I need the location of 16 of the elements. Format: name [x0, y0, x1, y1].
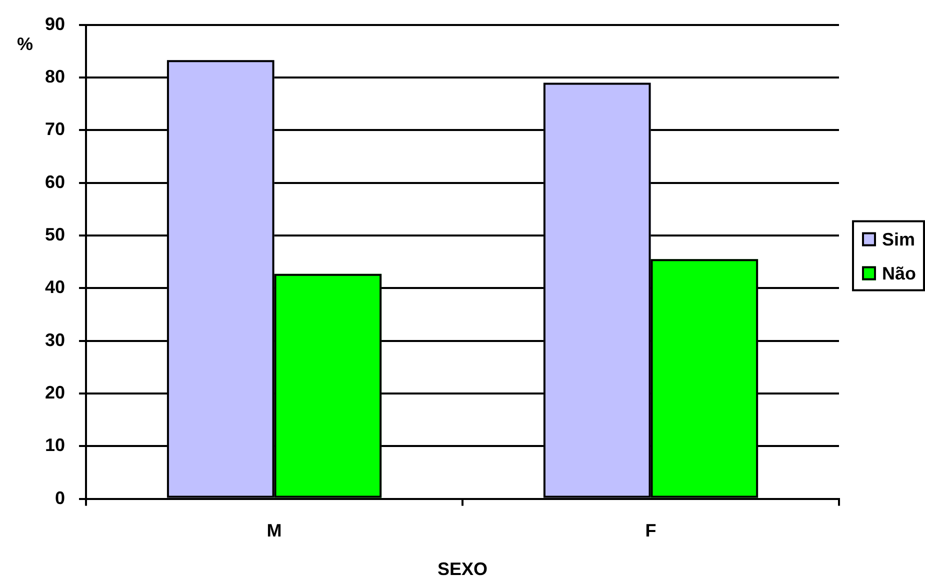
y-tick-label: 70: [44, 119, 66, 140]
x-tick-label: F: [645, 520, 656, 541]
y-tick-label: 80: [44, 66, 66, 86]
x-tick-label: M: [266, 520, 282, 541]
y-tick-label: 50: [44, 224, 66, 244]
y-tick-label: 0: [55, 488, 66, 508]
y-tick-label: 30: [44, 330, 66, 350]
legend-label: Sim: [882, 229, 916, 250]
y-tick-label: 60: [44, 172, 66, 192]
y-tick-label: 40: [44, 277, 66, 298]
x-axis-title: SEXO: [437, 559, 488, 580]
y-tick-label: 20: [44, 382, 66, 402]
legend-label: Não: [882, 263, 916, 284]
y-axis-title: %: [17, 34, 34, 54]
y-tick-label: 90: [44, 14, 66, 34]
y-tick-label: 10: [44, 435, 66, 456]
